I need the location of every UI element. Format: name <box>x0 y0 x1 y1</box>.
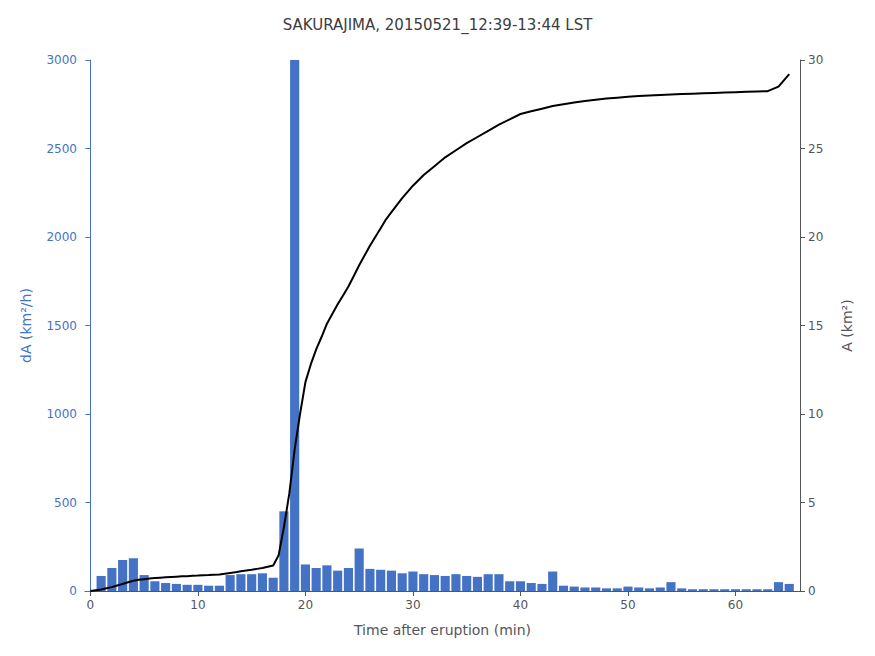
svg-text:50: 50 <box>620 598 635 612</box>
svg-text:1500: 1500 <box>46 319 77 333</box>
svg-text:2500: 2500 <box>46 142 77 156</box>
svg-text:0: 0 <box>87 598 95 612</box>
svg-text:60: 60 <box>728 598 743 612</box>
svg-text:Time after eruption (min): Time after eruption (min) <box>353 622 531 638</box>
svg-text:3000: 3000 <box>46 53 77 67</box>
svg-text:10: 10 <box>808 407 823 421</box>
svg-text:15: 15 <box>808 319 823 333</box>
svg-text:10: 10 <box>190 598 205 612</box>
svg-text:0: 0 <box>69 584 77 598</box>
svg-text:0: 0 <box>808 584 816 598</box>
svg-text:dA (km²/h): dA (km²/h) <box>18 288 34 363</box>
svg-text:500: 500 <box>54 496 77 510</box>
svg-text:20: 20 <box>298 598 313 612</box>
svg-text:SAKURAJIMA, 20150521_12:39-13:: SAKURAJIMA, 20150521_12:39-13:44 LST <box>283 16 593 35</box>
svg-text:30: 30 <box>808 53 823 67</box>
svg-text:1000: 1000 <box>46 407 77 421</box>
svg-text:40: 40 <box>513 598 528 612</box>
svg-text:2000: 2000 <box>46 230 77 244</box>
svg-text:30: 30 <box>405 598 420 612</box>
svg-text:20: 20 <box>808 230 823 244</box>
svg-text:25: 25 <box>808 142 823 156</box>
svg-text:5: 5 <box>808 496 816 510</box>
svg-text:A (km²): A (km²) <box>839 299 855 351</box>
